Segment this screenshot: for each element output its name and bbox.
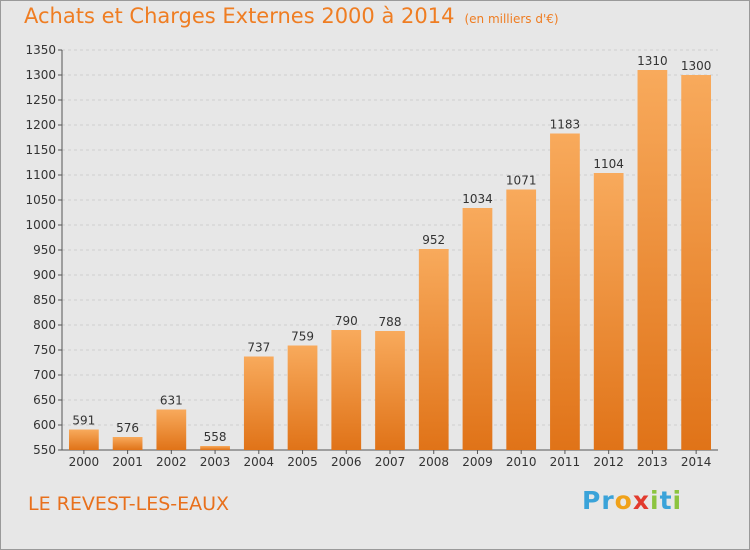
data-label: 576 — [116, 421, 139, 435]
y-tick-label: 1150 — [25, 143, 56, 157]
bars — [68, 70, 712, 450]
y-tick-label: 1300 — [25, 68, 56, 82]
bar-2012 — [593, 173, 624, 450]
x-tick-label: 2014 — [681, 455, 712, 469]
logo-letter: x — [632, 486, 650, 515]
data-label: 1104 — [593, 157, 624, 171]
x-tick-label: 2010 — [506, 455, 537, 469]
data-label: 1300 — [681, 59, 712, 73]
y-tick-label: 700 — [33, 368, 56, 382]
data-label: 1310 — [637, 54, 668, 68]
bar-2013 — [637, 70, 668, 450]
bar-2011 — [550, 133, 580, 450]
x-tick-label: 2009 — [462, 455, 493, 469]
bar-2009 — [462, 208, 493, 450]
bar-2001 — [112, 437, 143, 450]
place-name: LE REVEST-LES-EAUX — [28, 493, 230, 515]
x-tick-label: 2012 — [593, 455, 624, 469]
data-label: 631 — [160, 394, 183, 408]
data-label: 591 — [72, 414, 95, 428]
y-tick-label: 1100 — [25, 168, 56, 182]
bar-2005 — [287, 345, 318, 450]
y-tick-label: 600 — [33, 418, 56, 432]
y-tick-label: 900 — [33, 268, 56, 282]
logo-letter: P — [582, 486, 602, 515]
data-label: 790 — [335, 314, 358, 328]
data-label: 737 — [247, 341, 270, 355]
x-tick-label: 2002 — [156, 455, 187, 469]
chart-title: Achats et Charges Externes 2000 à 2014 (e… — [24, 4, 559, 28]
x-tick-label: 2006 — [331, 455, 362, 469]
bar-2008 — [418, 249, 449, 450]
data-label: 558 — [204, 430, 227, 444]
bar-2000 — [68, 429, 99, 450]
data-label: 1034 — [462, 192, 493, 206]
y-tick-label: 950 — [33, 243, 56, 257]
data-label: 788 — [379, 315, 402, 329]
y-tick-label: 1350 — [25, 43, 56, 57]
title-text: Achats et Charges Externes 2000 à 2014 — [24, 4, 455, 28]
bar-2014 — [681, 75, 712, 450]
unit-label: (en milliers d'€) — [464, 12, 559, 26]
bar-2003 — [200, 446, 230, 450]
bar-2007 — [375, 331, 405, 450]
logo-letter: r — [601, 486, 615, 515]
y-tick-label: 1200 — [25, 118, 56, 132]
y-tick-label: 850 — [33, 293, 56, 307]
y-tick-label: 800 — [33, 318, 56, 332]
proxiti-logo: Proxiti — [582, 486, 682, 515]
x-tick-label: 2008 — [418, 455, 449, 469]
x-tick-label: 2000 — [69, 455, 100, 469]
bar-2002 — [156, 409, 187, 450]
bar-2006 — [331, 330, 362, 450]
bar-2004 — [243, 356, 274, 450]
data-label: 1071 — [506, 174, 537, 188]
x-tick-label: 2001 — [112, 455, 143, 469]
logo-letter: o — [614, 486, 633, 515]
bar-2010 — [506, 189, 537, 450]
x-tick-label: 2004 — [244, 455, 275, 469]
logo-letter: i — [650, 486, 660, 515]
x-tick-label: 2003 — [200, 455, 231, 469]
data-label: 1183 — [550, 118, 581, 132]
y-tick-label: 1000 — [25, 218, 56, 232]
y-tick-label: 750 — [33, 343, 56, 357]
x-tick-label: 2007 — [375, 455, 406, 469]
x-tick-label: 2011 — [550, 455, 581, 469]
data-label: 952 — [422, 233, 445, 247]
y-tick-label: 550 — [33, 443, 56, 457]
y-tick-label: 650 — [33, 393, 56, 407]
x-tick-label: 2005 — [287, 455, 318, 469]
x-tick-label: 2013 — [637, 455, 668, 469]
data-labels: 591 576 631 558 737 759 790 788 952 1034 1071 1183 1… — [72, 54, 711, 444]
logo-letter: i — [672, 486, 683, 515]
data-label: 759 — [291, 330, 314, 344]
logo-letter: t — [659, 486, 673, 515]
y-tick-label: 1050 — [25, 193, 56, 207]
y-tick-label: 1250 — [25, 93, 56, 107]
